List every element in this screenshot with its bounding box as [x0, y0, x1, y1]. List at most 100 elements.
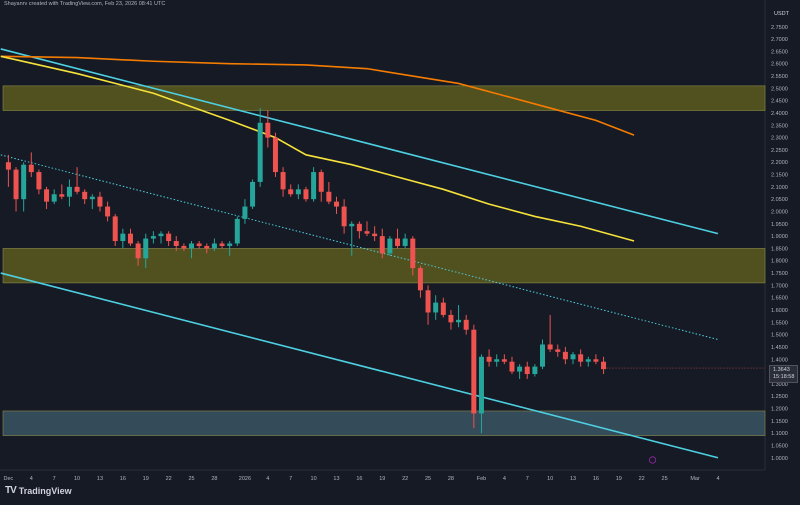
candle-body [89, 196, 95, 200]
candle-body [494, 359, 500, 362]
line-solid-2 [0, 272, 719, 459]
current-price-tag: 1.3643 15:18:58 [769, 365, 799, 383]
current-price-value: 1.3643 [773, 367, 790, 373]
x-tick-label: 13 [570, 476, 576, 482]
y-tick-label: 1.1000 [771, 431, 788, 437]
y-tick-label: 1.7500 [771, 271, 788, 277]
candle-body [585, 359, 591, 362]
candle-body [395, 238, 401, 246]
candle-body [189, 243, 195, 249]
y-tick-label: 2.6000 [771, 62, 788, 68]
candle-body [288, 189, 294, 195]
candle-body [562, 351, 568, 360]
candle-body [135, 243, 141, 259]
chart-caption: Shayanrv created with TradingView.com, F… [4, 1, 166, 7]
candle-body [66, 186, 72, 197]
candle-body [478, 356, 484, 414]
candle-body [257, 122, 263, 182]
currency-label: USDT [774, 11, 789, 17]
x-tick-label: 10 [311, 476, 317, 482]
candle-body [318, 172, 324, 192]
candle-body [349, 223, 355, 227]
candle-body [97, 196, 103, 207]
y-tick-label: 2.2500 [771, 148, 788, 154]
x-tick-label: 16 [593, 476, 599, 482]
candle-body [51, 194, 57, 202]
candle-body [471, 329, 477, 414]
candle-body [250, 181, 256, 207]
candle-body [127, 233, 133, 244]
candle-body [517, 366, 523, 372]
candle-body [387, 238, 393, 254]
x-tick-label: 16 [356, 476, 362, 482]
x-tick-label: 16 [120, 476, 126, 482]
candle-body [570, 354, 576, 360]
y-tick-label: 2.6500 [771, 49, 788, 55]
candle-body [280, 172, 286, 190]
x-tick-label: 10 [547, 476, 553, 482]
candle-body [112, 216, 118, 242]
candle-body [36, 172, 42, 190]
candle-body [59, 194, 65, 197]
candle-body [272, 137, 278, 173]
candle-body [341, 206, 347, 227]
y-tick-label: 1.3000 [771, 382, 788, 388]
x-tick-label: 25 [188, 476, 194, 482]
y-tick-label: 2.3000 [771, 136, 788, 142]
candle-body [425, 290, 431, 313]
candle-body [372, 233, 378, 237]
y-tick-label: 1.0500 [771, 443, 788, 449]
y-tick-label: 1.7000 [771, 283, 788, 289]
brand-logo[interactable]: TV TradingView [5, 485, 72, 496]
candle-body [402, 238, 408, 246]
x-tick-label: 22 [402, 476, 408, 482]
y-tick-label: 2.5500 [771, 74, 788, 80]
x-tick-label: 4 [30, 476, 33, 482]
candle-body [28, 164, 34, 173]
x-tick-label: 19 [616, 476, 622, 482]
candle-body [158, 233, 164, 237]
y-tick-label: 1.8000 [771, 259, 788, 265]
candle-body [5, 162, 11, 170]
x-tick-label: 28 [211, 476, 217, 482]
candle-body [578, 354, 584, 362]
y-tick-label: 1.4500 [771, 345, 788, 351]
candle-countdown: 15:18:58 [773, 374, 795, 380]
candle-body [440, 302, 446, 315]
y-tick-label: 2.1000 [771, 185, 788, 191]
candle-body [303, 189, 309, 200]
x-tick-label: 25 [662, 476, 668, 482]
y-tick-label: 2.3500 [771, 123, 788, 129]
x-tick-label: 7 [526, 476, 529, 482]
x-tick-label: 4 [266, 476, 269, 482]
x-tick-label: 22 [639, 476, 645, 482]
candle-body [150, 236, 156, 239]
tradingview-logo-icon: TV [5, 485, 17, 496]
event-marker-icon [648, 456, 657, 464]
candle-body [166, 233, 172, 242]
x-tick-label: Feb [477, 476, 486, 482]
candle-body [234, 218, 240, 244]
candle-body [295, 189, 301, 195]
y-tick-label: 2.0000 [771, 209, 788, 215]
candle-body [456, 319, 462, 323]
y-tick-label: 2.7500 [771, 25, 788, 31]
candle-body [524, 366, 530, 375]
candle-body [181, 245, 187, 249]
candle-body [120, 233, 126, 242]
candle-body [601, 361, 607, 370]
candle-body [219, 243, 225, 246]
y-tick-label: 1.5500 [771, 320, 788, 326]
y-tick-label: 1.5000 [771, 333, 788, 339]
candle-body [173, 241, 179, 246]
y-tick-label: 2.1500 [771, 173, 788, 179]
y-tick-label: 2.5000 [771, 86, 788, 92]
x-tick-label: 10 [74, 476, 80, 482]
candle-body [486, 356, 492, 362]
candle-body [463, 319, 469, 330]
y-tick-label: 1.4000 [771, 357, 788, 363]
candle-body [265, 122, 271, 138]
brand-name: TradingView [18, 485, 72, 496]
